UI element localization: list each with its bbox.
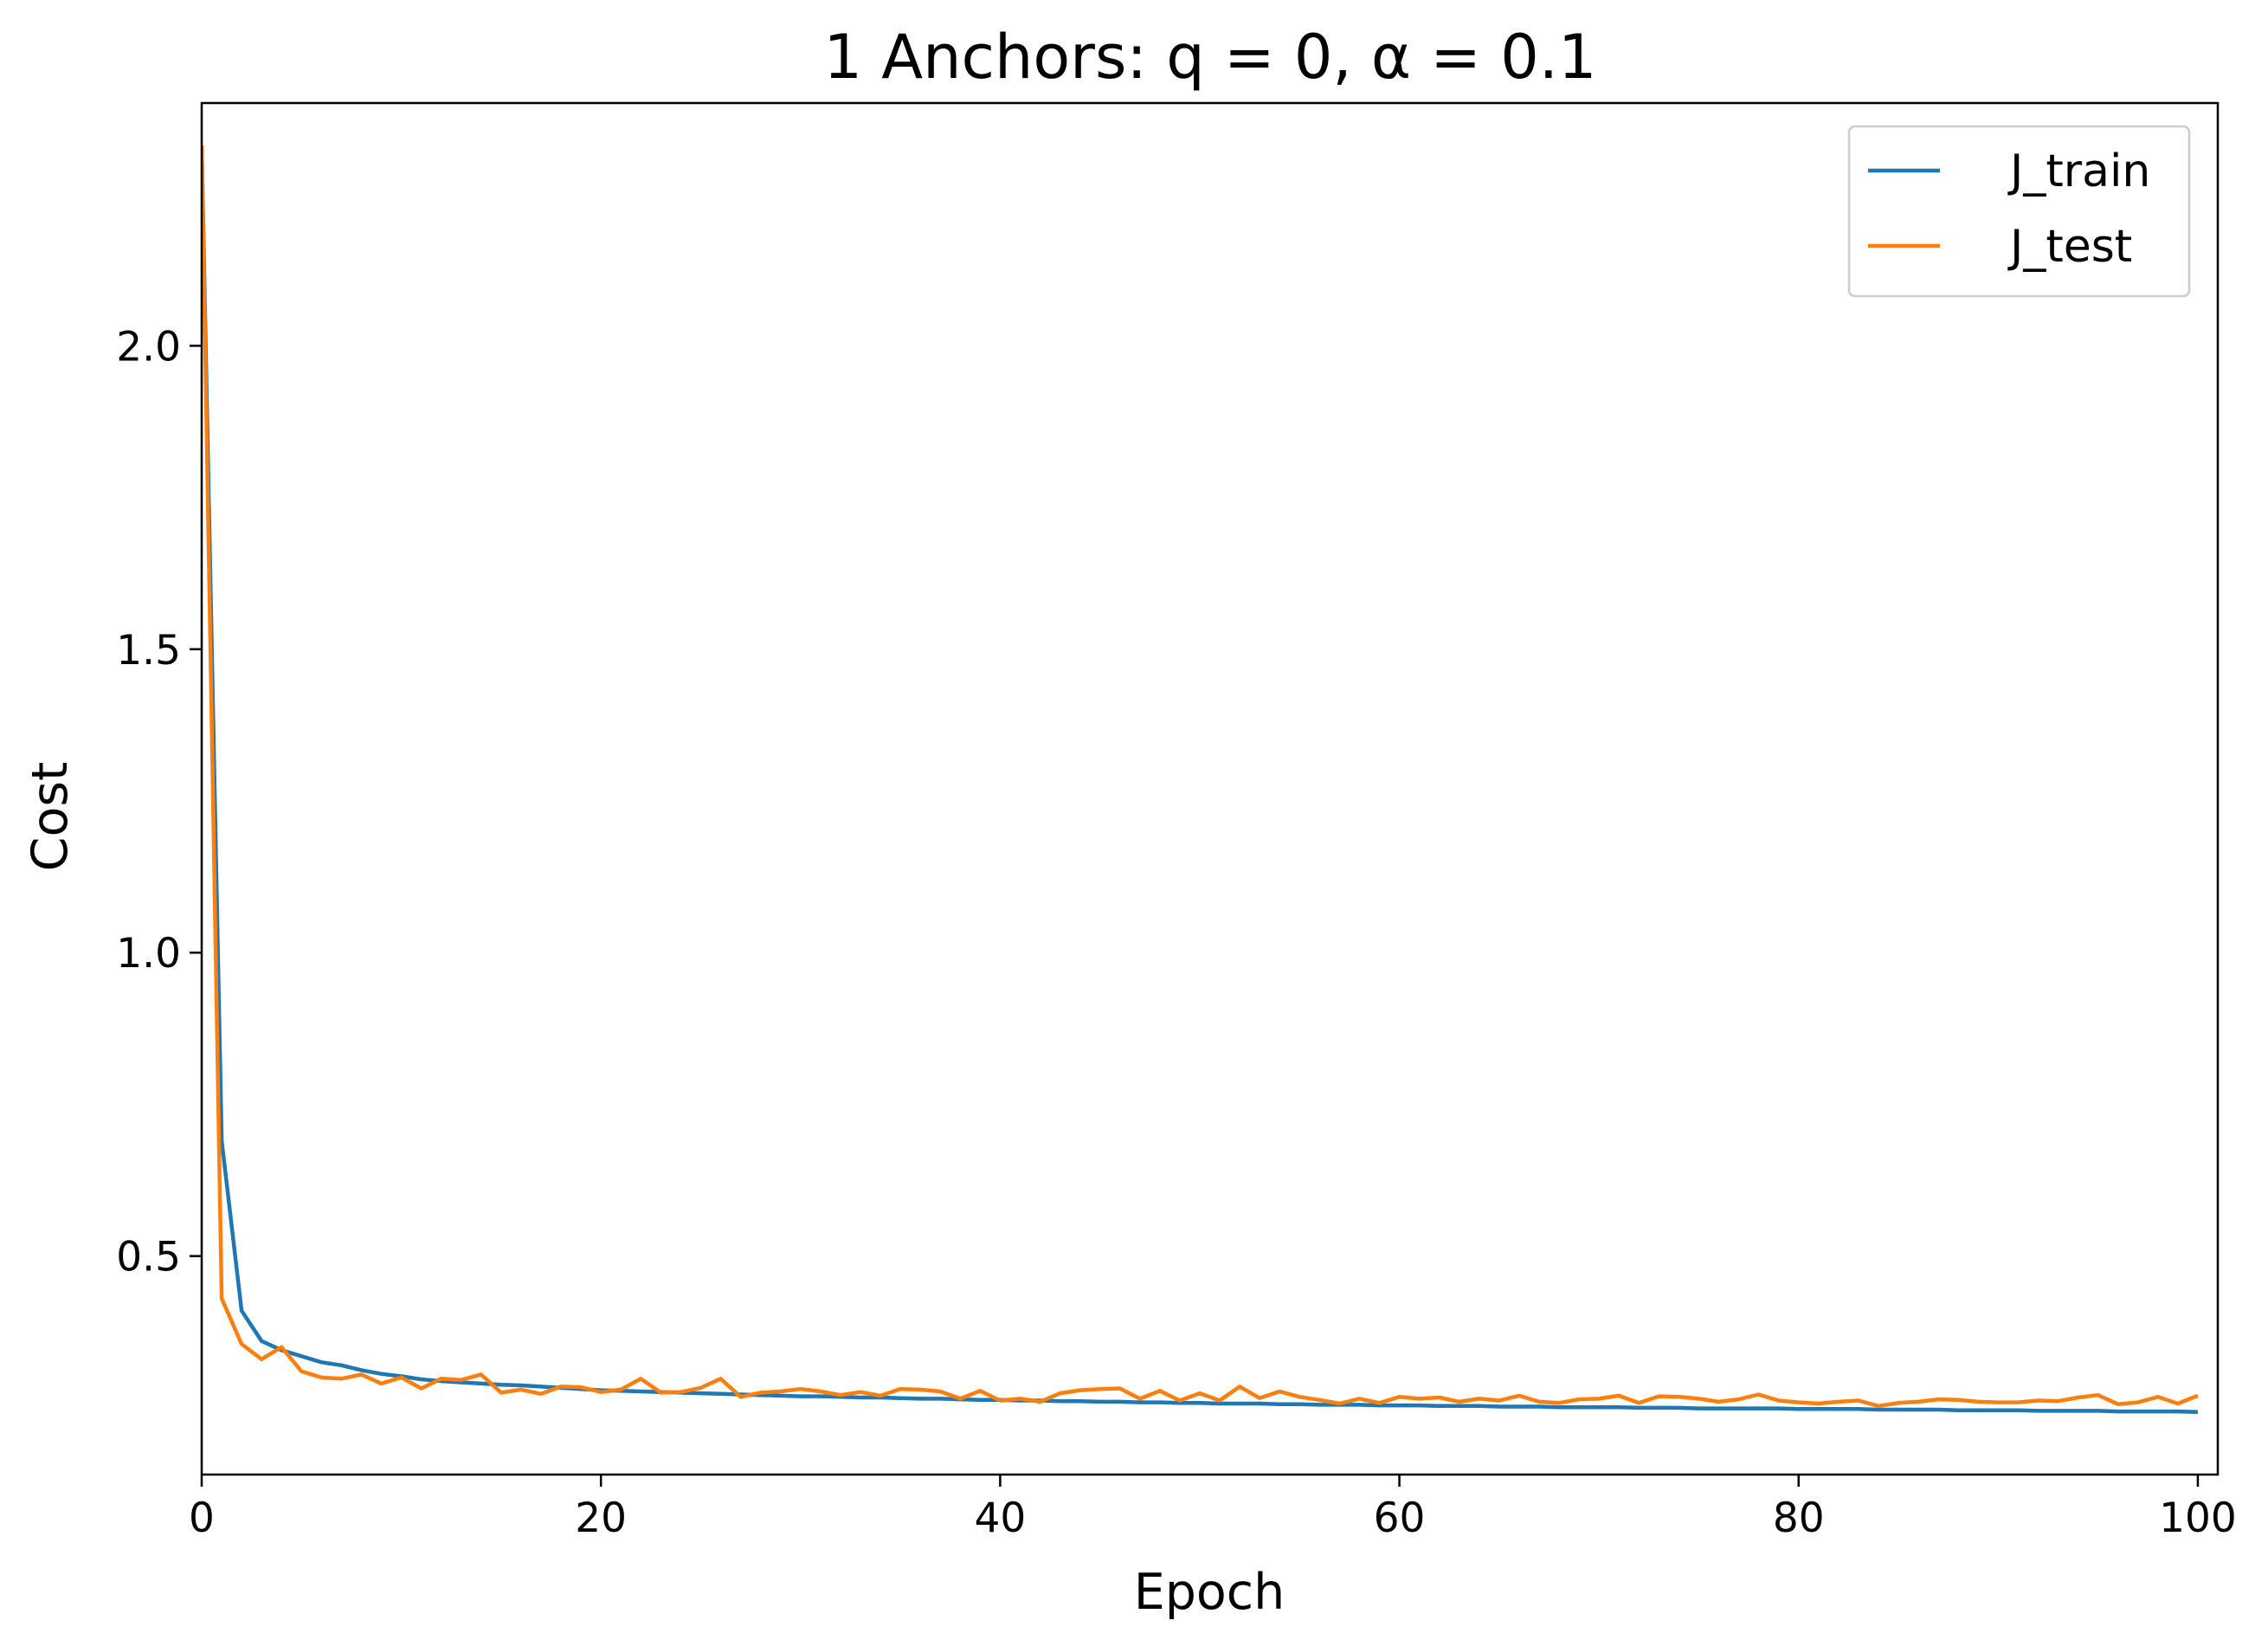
y-tick-label: 1.5 [116, 627, 181, 675]
y-tick-label: 2.0 [116, 323, 181, 371]
series-line-j-train [202, 145, 2198, 1415]
x-tick-label: 80 [1773, 1494, 1825, 1542]
legend-label-j-train: J_train [2007, 145, 2150, 197]
x-tick-label: 0 [189, 1494, 215, 1542]
plot-area [202, 145, 2199, 1415]
x-axis-label: Epoch [1134, 1564, 1285, 1621]
x-tick-label: 100 [2159, 1494, 2237, 1542]
y-tick-label: 1.0 [116, 930, 181, 978]
x-tick-label: 60 [1374, 1494, 1426, 1542]
x-tick-label: 40 [974, 1494, 1026, 1542]
y-tick-label: 0.5 [116, 1234, 181, 1281]
legend-label-j-test: J_test [2007, 221, 2132, 273]
y-axis-label: Cost [22, 762, 79, 872]
legend: J_train J_test [1847, 125, 2191, 298]
x-tick-label: 20 [575, 1494, 627, 1542]
axes: 0 20 40 60 80 100 0.5 1.0 1.5 2.0 [116, 101, 2237, 1542]
series-line-j-test [202, 145, 2199, 1409]
axes-frame [200, 101, 2220, 1476]
chart-title: 1 Anchors: q = 0, α = 0.1 [823, 22, 1596, 93]
